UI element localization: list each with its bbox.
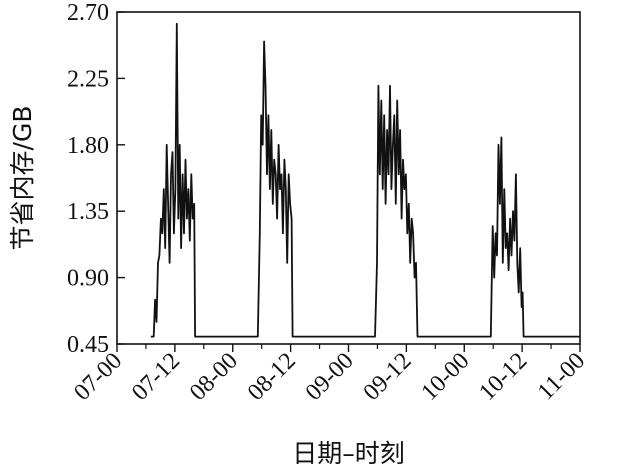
x-axis-title: 日期–时刻 bbox=[292, 439, 405, 468]
x-axis: 07-00 07-12 08-00 08-12 09-00 09-12 10-00 10-12… bbox=[69, 344, 590, 406]
x-tick-label: 09-00 bbox=[301, 348, 359, 406]
x-tick-label: 10-12 bbox=[474, 348, 532, 406]
y-tick-label: 0.90 bbox=[67, 266, 109, 292]
y-axis: 0.45 0.90 1.35 1.80 2.25 2.70 bbox=[67, 0, 125, 358]
y-axis-title: 节省内存/GB bbox=[8, 106, 37, 251]
x-tick-label: 09-12 bbox=[359, 348, 417, 406]
y-tick-label: 2.70 bbox=[67, 0, 109, 26]
y-tick-label: 1.80 bbox=[67, 133, 109, 159]
series-line bbox=[150, 22, 580, 338]
x-tick-label: 08-00 bbox=[185, 348, 243, 406]
y-tick-label: 2.25 bbox=[67, 66, 109, 92]
x-tick-label: 11-00 bbox=[533, 348, 590, 405]
y-tick-label: 1.35 bbox=[67, 199, 109, 225]
x-tick-label: 08-12 bbox=[243, 348, 301, 406]
x-tick-label: 07-12 bbox=[127, 348, 185, 406]
y-tick-label: 0.45 bbox=[67, 332, 109, 358]
series-group bbox=[150, 22, 580, 338]
x-tick-label: 10-00 bbox=[417, 348, 475, 406]
